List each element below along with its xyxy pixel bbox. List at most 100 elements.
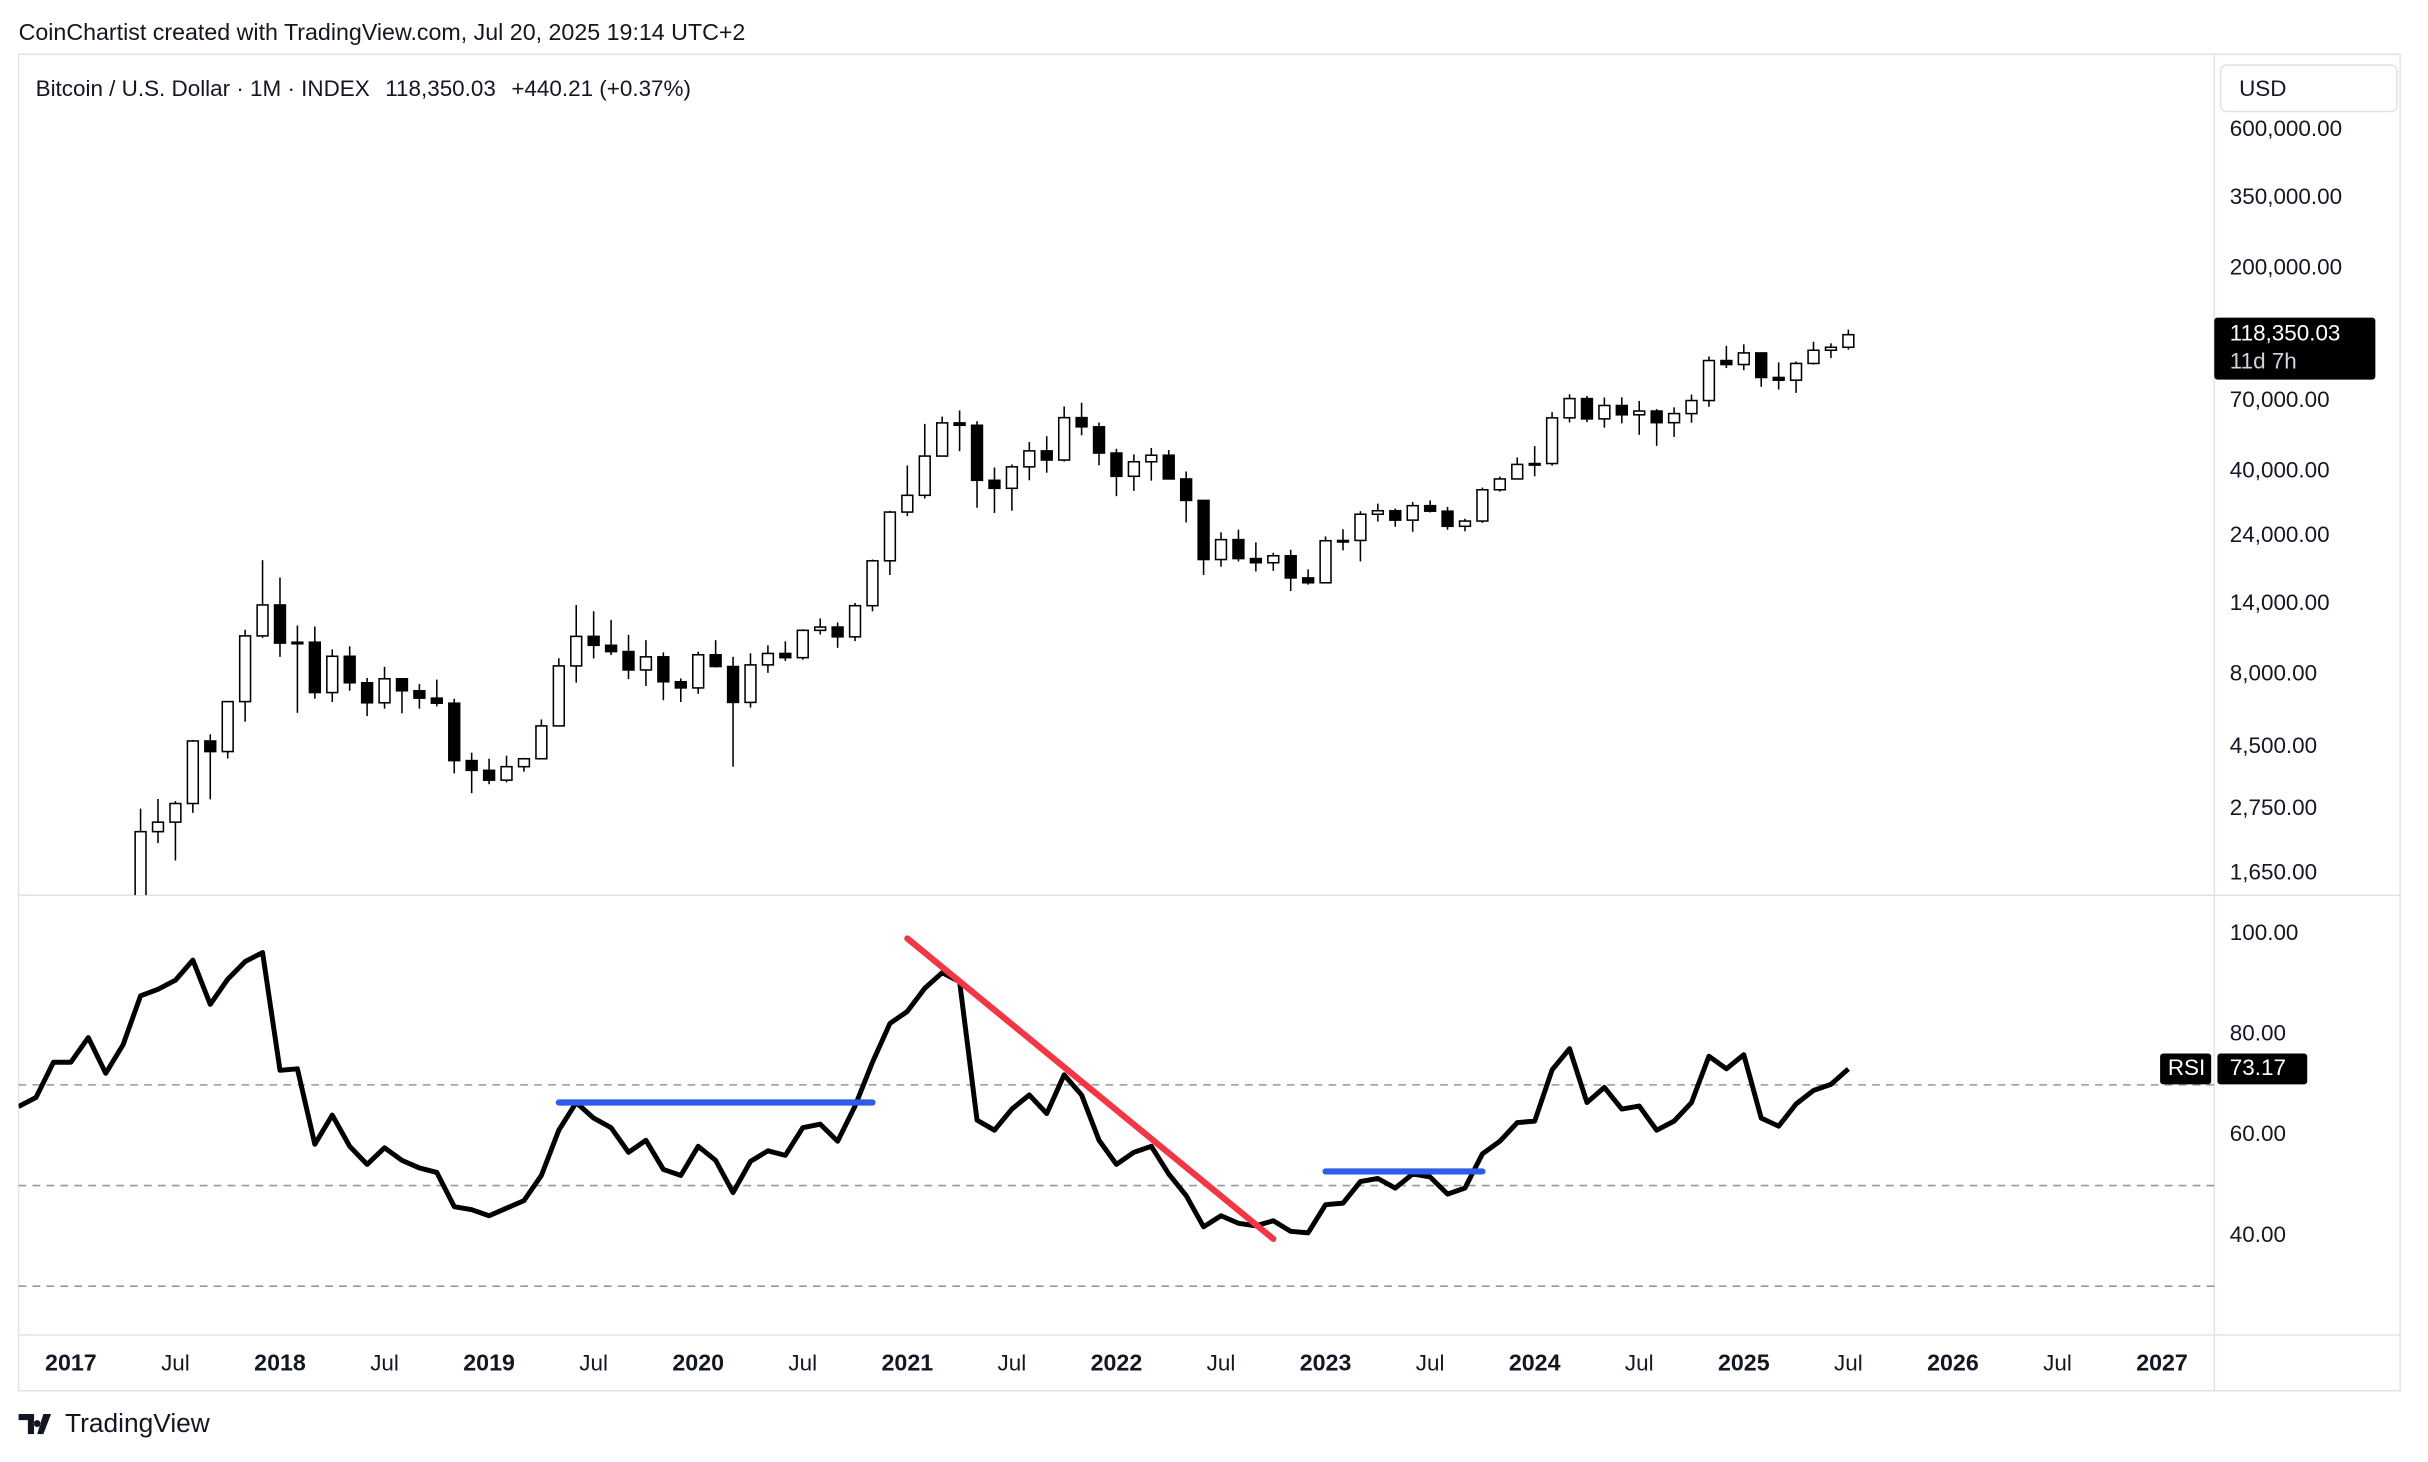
candle-body <box>639 656 653 671</box>
candle-body <box>169 802 182 823</box>
candle-body <box>604 644 618 653</box>
candle-body <box>709 654 722 668</box>
price-tick-label: 350,000.00 <box>2230 184 2342 209</box>
candle-body <box>395 678 409 692</box>
price-tick-label: 200,000.00 <box>2230 254 2342 279</box>
candle-body <box>1702 359 1716 402</box>
candle-body <box>1179 478 1193 502</box>
candle-body <box>744 664 757 704</box>
candle-body <box>1423 504 1437 512</box>
candle-body <box>1110 452 1123 478</box>
candle-body <box>1301 577 1315 584</box>
candle-body <box>430 697 444 704</box>
symbol-legend: Bitcoin / U.S. Dollar · 1M · INDEX 118,35… <box>36 76 691 101</box>
symbol-title: Bitcoin / U.S. Dollar · 1M · INDEX <box>36 76 370 101</box>
candle-body <box>918 455 931 497</box>
candle-body <box>326 655 339 694</box>
bar-countdown: 11d 7h <box>2230 348 2297 373</box>
time-tick-label: 2018 <box>254 1350 306 1376</box>
price-tick-label: 4,500.00 <box>2230 733 2317 758</box>
candle-body <box>1075 416 1088 428</box>
candle-body <box>587 635 600 647</box>
candle-body <box>988 479 1001 490</box>
time-tick-label: 2019 <box>463 1350 515 1376</box>
price-tick-label: 14,000.00 <box>2230 590 2330 615</box>
time-tick-label: Jul <box>2043 1350 2072 1375</box>
candle-body <box>1162 454 1175 480</box>
rsi-tick-label: 40.00 <box>2230 1222 2286 1247</box>
candle-body <box>1040 450 1053 461</box>
candle-body <box>517 757 531 768</box>
brand: TradingView <box>65 1408 211 1438</box>
rsi-line <box>18 950 1851 1236</box>
currency[interactable]: USD <box>2239 76 2286 101</box>
candle-body <box>1249 557 1263 564</box>
rsi-title-box <box>2160 1053 2212 1085</box>
candle-body <box>1842 333 1855 349</box>
candle-body <box>726 665 740 704</box>
candle-body <box>1528 462 1541 466</box>
candle-body <box>482 769 496 781</box>
candle-body <box>1476 488 1489 522</box>
footer-logo: TradingView <box>18 1408 211 1438</box>
chart-frame <box>17 53 2401 1392</box>
price-tick-label: 2,750.00 <box>2230 795 2317 820</box>
time-tick-label: Jul <box>1625 1350 1654 1375</box>
candle-body <box>535 725 548 760</box>
price-tick-label: 8,000.00 <box>2230 660 2317 685</box>
candle-body <box>1214 538 1228 561</box>
candle-body <box>1720 359 1733 366</box>
candle-body <box>883 511 897 562</box>
candle-body <box>1824 346 1838 352</box>
candle-body <box>308 641 322 694</box>
last-price-label: 118,350.03 <box>2230 321 2341 346</box>
candle-body <box>151 821 165 833</box>
time-tick-label: Jul <box>370 1350 399 1375</box>
candle-body <box>1354 513 1367 542</box>
price-tick-label: 70,000.00 <box>2230 387 2330 412</box>
rsi-tick-label: 60.00 <box>2230 1121 2286 1146</box>
time-tick-label: 2021 <box>882 1350 934 1376</box>
last-price: 118,350.03 <box>385 76 496 101</box>
candle-body <box>1493 478 1507 491</box>
time-tick-label: Jul <box>161 1350 190 1375</box>
logo-icon <box>18 1413 52 1435</box>
candle-body <box>1633 410 1646 416</box>
candle-body <box>1737 352 1750 366</box>
time-tick-label: Jul <box>998 1350 1027 1375</box>
candle-body <box>1598 404 1611 420</box>
candle-body <box>796 629 809 659</box>
candle-body <box>970 424 984 482</box>
candle-body <box>1092 426 1106 454</box>
candle-body <box>1441 510 1454 528</box>
rsi-pane <box>18 935 2215 1287</box>
time-tick-label: 2017 <box>45 1350 97 1376</box>
candle-body <box>1685 399 1698 415</box>
candle-body <box>935 422 949 457</box>
last-price-box <box>2214 317 2376 380</box>
candle-body <box>413 689 426 699</box>
candle-body <box>1807 349 1820 365</box>
currency-box[interactable] <box>2219 64 2398 113</box>
time-tick-label: 2026 <box>1927 1350 1979 1376</box>
candle-body <box>1197 499 1210 561</box>
candle-body <box>1145 454 1158 463</box>
candle-body <box>1005 466 1019 490</box>
rsi-value-box <box>2217 1053 2308 1085</box>
candle-body <box>221 700 234 753</box>
candle-body <box>1545 417 1559 465</box>
time-tick-label: Jul <box>579 1350 608 1375</box>
candle-body <box>1389 509 1402 521</box>
rsi-tick-label: 80.00 <box>2230 1021 2286 1046</box>
axes: 600,000.00 350,000.00 200,000.00 70,000.00 4… <box>45 116 2376 1376</box>
time-tick-label: Jul <box>1416 1350 1445 1375</box>
candle-body <box>360 681 374 704</box>
candle-body <box>779 652 792 659</box>
rsi-value-label: 73.17 <box>2230 1055 2286 1080</box>
candle-body <box>570 635 583 667</box>
candle-body <box>761 652 775 666</box>
candle-body <box>204 740 217 753</box>
candle-body <box>657 656 670 683</box>
